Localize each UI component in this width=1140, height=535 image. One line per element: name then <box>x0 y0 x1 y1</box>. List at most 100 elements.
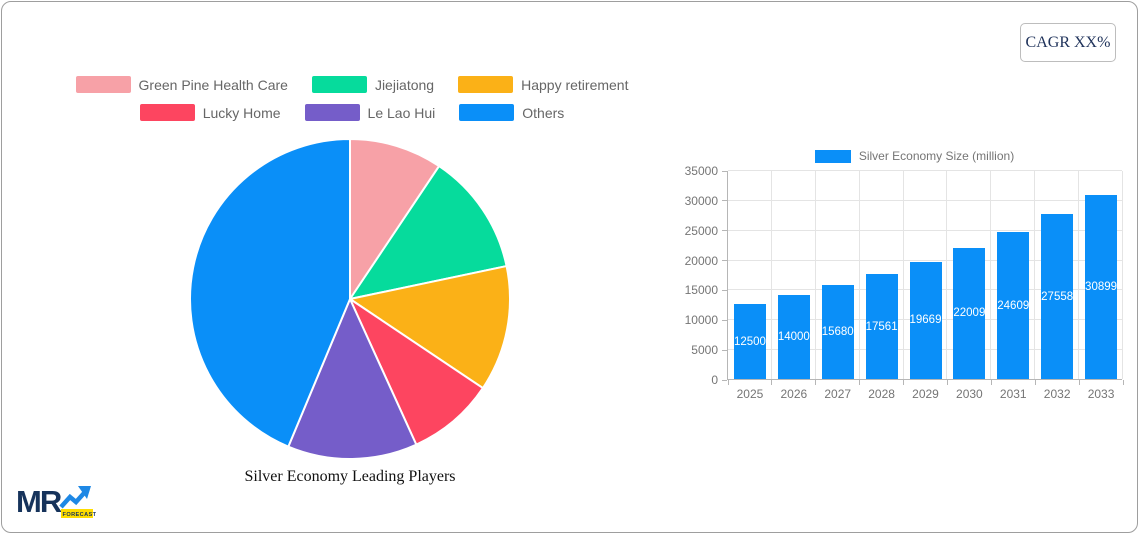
bar-value-label: 17561 <box>865 320 898 333</box>
y-axis-label: 5000 <box>691 343 718 358</box>
legend-swatch-icon <box>139 104 195 121</box>
gridline-vertical <box>990 171 992 379</box>
pie-slice-green-pine-health-care <box>349 138 441 300</box>
y-axis-label: 15000 <box>684 283 718 298</box>
logo-forecast-text: FORECAST <box>63 512 97 518</box>
mr-forecast-logo: MR FORECAST <box>16 482 96 522</box>
legend-item-others[interactable]: Others <box>459 104 564 121</box>
bar-chart: Silver Economy Size (million) 0 5000 10000… <box>685 145 1137 407</box>
y-axis-label: 10000 <box>684 313 718 328</box>
gridline-vertical <box>1034 171 1036 379</box>
legend-item-jiejiatong[interactable]: Jiejiatong <box>311 76 435 93</box>
pie-legend-row-2: Lucky Home Le Lao Hui Others <box>32 104 672 121</box>
bar-2032: 27558 <box>1041 214 1074 379</box>
y-axis-tick <box>722 230 727 232</box>
pie-title: Silver Economy Leading Players <box>244 468 456 485</box>
bar-2027: 15680 <box>821 285 854 379</box>
y-axis-tick <box>722 319 727 321</box>
gridline-vertical <box>946 171 948 379</box>
x-axis-label: 2032 <box>1043 387 1071 401</box>
gridline-vertical <box>814 171 816 379</box>
cagr-button[interactable]: CAGR XX% <box>1020 23 1116 62</box>
legend-item-label: Jiejiatong <box>374 76 435 93</box>
pie-slice-happy-retirement <box>349 265 511 390</box>
gridline-vertical <box>1122 171 1123 379</box>
x-axis-tick <box>1122 380 1124 385</box>
logo-arrowhead-icon <box>78 486 91 499</box>
gridline-vertical <box>1078 171 1080 379</box>
pie-slice-lucky-home <box>349 298 484 446</box>
bar-value-label: 19669 <box>909 314 942 327</box>
y-axis-tick <box>722 349 727 351</box>
bar-value-label: 27558 <box>1041 290 1074 303</box>
gridline-vertical <box>770 171 772 379</box>
bar-2028: 17561 <box>865 274 898 379</box>
x-axis-tick <box>946 380 948 385</box>
bar-legend-label: Silver Economy Size (million) <box>858 149 1015 163</box>
legend-item-happy-retirement[interactable]: Happy retirement <box>458 76 628 93</box>
y-axis-label: 25000 <box>684 223 718 238</box>
legend-item-le-lao-hui[interactable]: Le Lao Hui <box>304 104 436 121</box>
pie-slice-jiejiatong <box>349 165 508 300</box>
x-axis-tick <box>727 380 729 385</box>
x-axis-tick <box>859 380 861 385</box>
legend-item-label: Lucky Home <box>202 104 281 121</box>
legend-swatch-icon <box>75 76 131 93</box>
bar-value-label: 30899 <box>1085 280 1118 293</box>
bar-2033: 30899 <box>1085 194 1118 379</box>
legend-item-green-pine-health-care[interactable]: Green Pine Health Care <box>75 76 288 93</box>
x-axis-label: 2025 <box>736 387 764 401</box>
y-axis-label: 35000 <box>684 164 718 178</box>
legend-item-label: Le Lao Hui <box>367 104 436 121</box>
x-axis-label: 2026 <box>780 387 808 401</box>
y-axis-label: 20000 <box>684 253 718 268</box>
logo-badge <box>61 509 93 518</box>
x-axis-label: 2028 <box>868 387 895 401</box>
x-axis-tick <box>903 380 905 385</box>
bar-value-label: 24609 <box>997 299 1030 312</box>
pie-legend: Green Pine Health Care Jiejiatong Happy re… <box>32 76 672 121</box>
legend-item-label: Others <box>522 104 565 121</box>
y-axis-tick <box>722 379 727 381</box>
legend-swatch-icon <box>304 104 360 121</box>
bar-legend[interactable]: Silver Economy Size (million) <box>692 149 1137 163</box>
bar-value-label: 15680 <box>821 326 854 339</box>
pie-svg <box>188 138 511 460</box>
bar-2031: 24609 <box>997 232 1030 379</box>
x-axis-tick <box>1078 380 1080 385</box>
bar-2026: 14000 <box>777 295 810 379</box>
y-axis-tick <box>722 170 727 172</box>
gridline-vertical <box>902 171 904 379</box>
gridline-horizontal <box>728 229 1122 231</box>
legend-item-lucky-home[interactable]: Lucky Home <box>139 104 281 121</box>
x-axis-tick <box>771 380 773 385</box>
gridline-horizontal <box>728 259 1122 261</box>
x-axis-label: 2027 <box>824 387 852 401</box>
legend-swatch-icon <box>458 76 514 93</box>
pie-chart <box>188 137 512 461</box>
bar-value-label: 22009 <box>953 307 986 320</box>
x-axis-tick <box>815 380 817 385</box>
bar-2030: 22009 <box>953 247 986 379</box>
legend-item-label: Happy retirement <box>521 76 629 93</box>
x-axis-label: 2033 <box>1087 387 1115 401</box>
x-axis-tick <box>990 380 992 385</box>
pie-legend-row-1: Green Pine Health Care Jiejiatong Happy re… <box>32 76 672 93</box>
x-axis-label: 2029 <box>912 387 939 401</box>
bar-legend-swatch-icon <box>814 149 851 163</box>
legend-item-label: Green Pine Health Care <box>138 76 288 93</box>
y-axis-tick <box>722 289 727 291</box>
bar-value-label: 14000 <box>777 331 810 344</box>
y-axis-tick <box>722 200 727 202</box>
x-axis-label: 2031 <box>999 387 1027 401</box>
logo-mr-text: MR <box>16 484 62 519</box>
x-axis-label: 2030 <box>956 387 983 401</box>
y-axis-label: 0 <box>711 373 718 387</box>
pie-slice-others <box>188 138 351 448</box>
gridline-horizontal <box>728 199 1122 201</box>
legend-swatch-icon <box>311 76 367 93</box>
gridline-horizontal <box>728 170 1122 171</box>
y-axis-tick <box>722 260 727 262</box>
bar-2025: 12500 <box>733 304 766 379</box>
